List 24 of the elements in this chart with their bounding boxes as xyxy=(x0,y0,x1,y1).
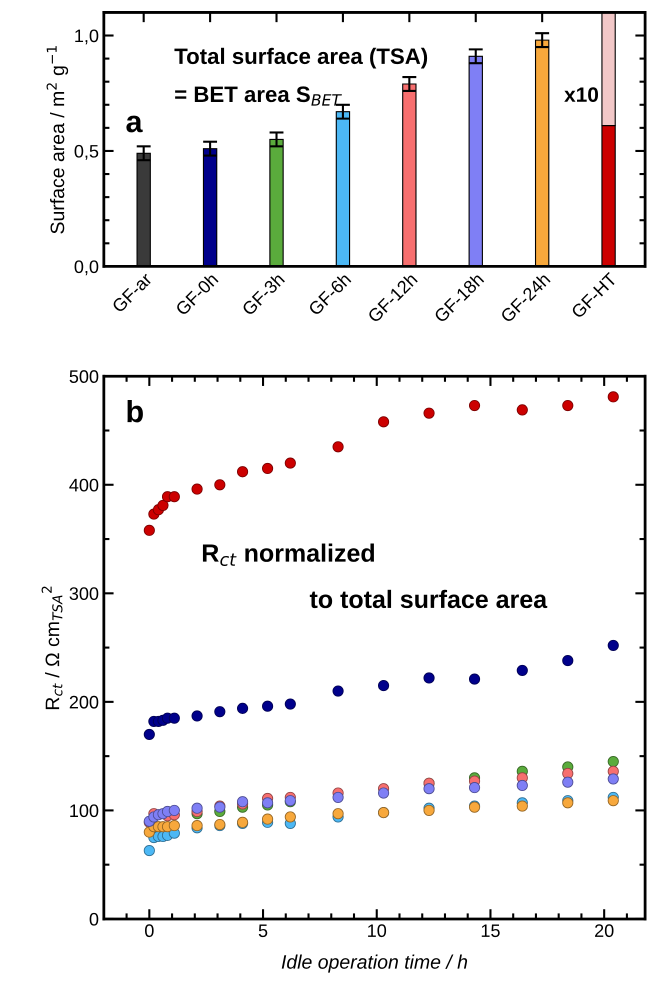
y-tick-label: 500 xyxy=(70,370,98,383)
annotation: = BET area S$_{BET}$ xyxy=(175,86,342,106)
x-tick-label: 0 xyxy=(145,924,154,938)
annotation: a xyxy=(126,116,143,132)
annotation: to total surface area xyxy=(310,590,548,608)
y-tick-label: 0 xyxy=(90,912,98,926)
y-tick-label: 1,0 xyxy=(75,29,98,44)
x-tick-label: 5 xyxy=(258,924,268,938)
y-tick-label: 200 xyxy=(70,696,98,709)
annotation: b xyxy=(128,400,143,422)
annotation: x10 xyxy=(564,87,598,102)
x-axis-title: Idle operation time / h xyxy=(282,954,468,973)
x-tick-label: 15 xyxy=(482,924,500,938)
y-axis-title: R$_{ct}$ / Ω cm$_{TSA}$$^{2}$ xyxy=(42,586,62,710)
annotation: R$_{ct}$ normalized xyxy=(202,544,374,566)
y-tick-label: 400 xyxy=(69,478,98,492)
y-tick-label: 100 xyxy=(70,804,98,818)
annotation: Total surface area (TSA) xyxy=(174,48,428,68)
x-tick-label: 10 xyxy=(368,924,386,938)
y-tick-label: 0,0 xyxy=(74,260,98,276)
y-axis-title: Surface area / m$^{2}$ g$^{−1}$ xyxy=(46,46,68,234)
x-tick-label: 20 xyxy=(595,924,614,938)
y-tick-label: 0,5 xyxy=(74,144,98,160)
y-tick-label: 300 xyxy=(70,587,98,600)
